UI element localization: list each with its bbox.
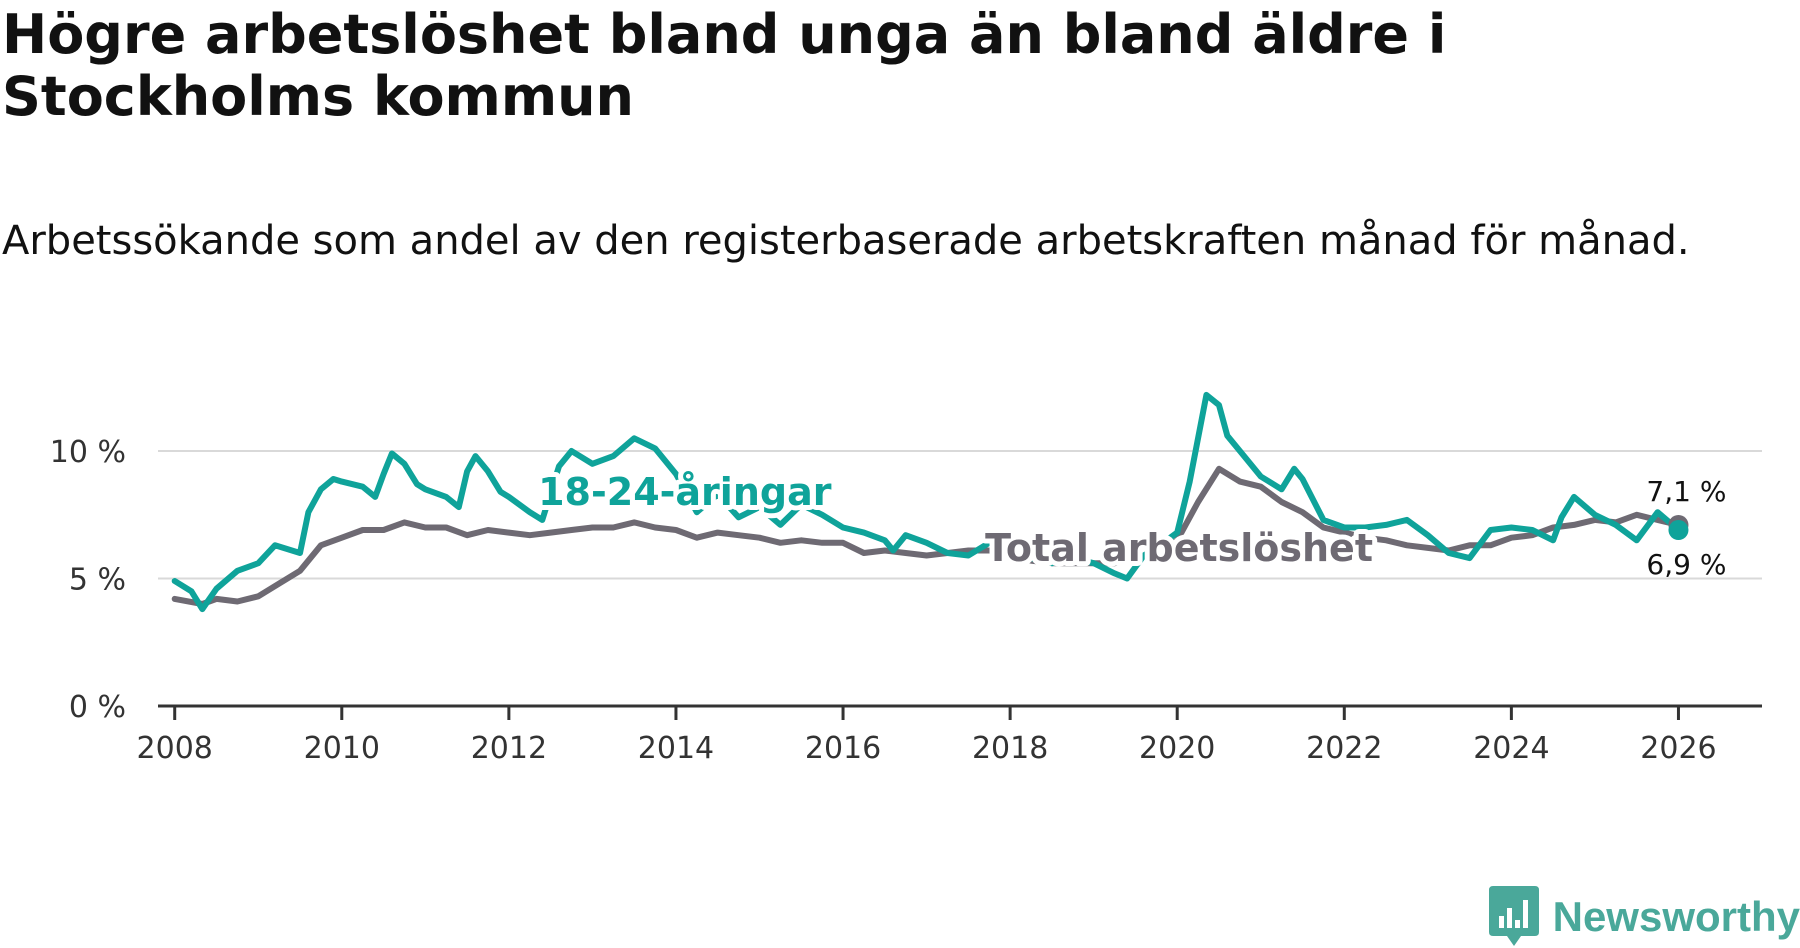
chart-subtitle: Arbetssökande som andel av den registerb… — [2, 218, 1690, 264]
series-label-youth: 18-24-åringar — [538, 470, 832, 514]
x-tick-label: 2012 — [471, 731, 547, 766]
series-label-total: Total arbetslöshet — [985, 526, 1373, 570]
x-tick-label: 2016 — [805, 731, 881, 766]
x-tick-label: 2022 — [1306, 731, 1382, 766]
brand-name: Newsworthy — [1552, 893, 1800, 940]
y-tick-label: 5 % — [69, 563, 126, 598]
chart-title: Högre arbetslöshet bland unga än bland ä… — [2, 3, 1447, 128]
end-value-label: 7,1 % — [1646, 475, 1726, 508]
x-tick-label: 2008 — [137, 731, 213, 766]
gridlines — [158, 450, 1762, 580]
x-tick-label: 2024 — [1473, 731, 1549, 766]
end-value-label: 6,9 % — [1646, 548, 1726, 581]
x-tick-label: 2026 — [1640, 731, 1716, 766]
x-tick-label: 2018 — [972, 731, 1048, 766]
series-labels: Total arbetslöshet 18-24-åringar — [533, 465, 1378, 575]
y-axis-ticks: 0 % 5 % 10 % — [50, 435, 126, 725]
x-axis: 2008 2010 2012 2014 2016 2018 2020 2022 2024 2026 — [137, 704, 1762, 766]
series-line-youth — [171, 391, 1682, 613]
x-tick-label: 2020 — [1139, 731, 1215, 766]
y-tick-label: 0 % — [69, 690, 126, 725]
end-markers: 7,1 % 6,9 % — [1646, 475, 1726, 581]
line-chart: 0 %5 %10 % 2008 2010 2012 2014 2016 2018 2020 2… — [50, 391, 1762, 766]
series-line-total — [171, 465, 1682, 607]
series-lines — [171, 391, 1682, 613]
x-tick-label: 2010 — [304, 731, 380, 766]
x-tick-label: 2014 — [638, 731, 714, 766]
newsworthy-logo-icon — [1488, 886, 1539, 946]
end-point-youth — [1668, 520, 1689, 541]
brand-logo: Newsworthy — [1488, 886, 1800, 948]
y-tick-label: 10 % — [50, 435, 126, 470]
